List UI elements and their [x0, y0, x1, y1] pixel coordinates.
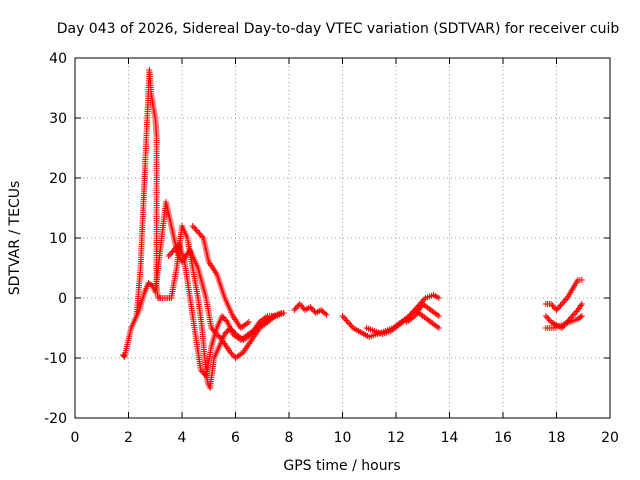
- data-point: [560, 299, 567, 306]
- data-point: [298, 302, 305, 309]
- x-tick-label: 8: [285, 430, 294, 446]
- grid: [75, 58, 610, 418]
- data-point: [291, 307, 298, 313]
- data-point: [558, 301, 565, 307]
- data-point: [542, 313, 549, 319]
- data-point: [347, 322, 354, 328]
- x-tick-label: 14: [441, 430, 459, 446]
- data-point: [561, 298, 568, 304]
- data-point: [435, 325, 442, 331]
- data-point: [322, 310, 329, 317]
- data-point: [169, 248, 176, 255]
- data-point: [292, 305, 299, 312]
- y-tick-label: -10: [44, 351, 67, 367]
- data-point: [195, 229, 202, 235]
- data-point: [544, 314, 551, 321]
- plot-frame: [74, 57, 611, 419]
- data-point: [189, 223, 196, 229]
- data-point: [572, 310, 579, 316]
- data-point: [578, 277, 585, 283]
- data-points: [120, 67, 585, 391]
- data-point: [578, 301, 585, 307]
- y-tick-labels: -20 -10 0 10 20 30 40: [44, 51, 67, 427]
- data-point: [221, 316, 228, 322]
- x-axis-label: GPS time / hours: [283, 458, 400, 474]
- data-point: [192, 226, 199, 232]
- data-point: [343, 317, 350, 324]
- data-point: [557, 302, 564, 309]
- data-point: [197, 232, 204, 238]
- data-point: [196, 230, 203, 237]
- data-point: [168, 250, 175, 256]
- data-point: [553, 307, 560, 313]
- y-tick-label: 20: [49, 171, 67, 187]
- data-point: [346, 320, 353, 327]
- data-point: [435, 313, 442, 319]
- data-point: [294, 304, 301, 310]
- data-point: [577, 314, 584, 320]
- y-tick-label: 0: [58, 291, 67, 307]
- data-point: [166, 251, 173, 258]
- data-point: [323, 311, 330, 318]
- data-point: [556, 304, 563, 310]
- x-tick-label: 0: [71, 430, 80, 446]
- data-point: [570, 311, 577, 318]
- x-tick-label: 20: [601, 430, 619, 446]
- data-point: [340, 314, 347, 321]
- data-point: [308, 305, 315, 312]
- data-point: [550, 304, 557, 310]
- data-point: [339, 313, 346, 319]
- x-tick-label: 12: [387, 430, 405, 446]
- data-point: [120, 352, 127, 359]
- data-point: [165, 253, 172, 259]
- data-point: [435, 295, 442, 301]
- data-point: [569, 313, 576, 319]
- x-tick-label: 10: [334, 430, 352, 446]
- x-tick-label: 2: [124, 430, 133, 446]
- chart-title: Day 043 of 2026, Sidereal Day-to-day VTE…: [57, 21, 620, 37]
- data-point: [578, 313, 585, 319]
- y-axis-label: SDTVAR / TECUs: [7, 181, 23, 296]
- data-point: [245, 319, 252, 325]
- data-point: [554, 305, 561, 312]
- data-point: [277, 310, 284, 316]
- y-tick-label: 30: [49, 111, 67, 127]
- data-point: [549, 302, 556, 309]
- y-tick-label: 40: [49, 51, 67, 67]
- data-point: [344, 319, 351, 325]
- x-tick-label: 16: [494, 430, 512, 446]
- x-tick-label: 6: [231, 430, 240, 446]
- data-point: [193, 227, 200, 234]
- x-tick-label: 18: [548, 430, 566, 446]
- data-point: [545, 316, 552, 322]
- y-tick-label: -20: [44, 411, 67, 427]
- data-point: [342, 316, 349, 322]
- data-point: [191, 224, 198, 231]
- y-tick-label: 10: [49, 231, 67, 247]
- data-point: [296, 301, 303, 307]
- x-tick-label: 4: [178, 430, 187, 446]
- x-tick-labels: 0 2 4 6 8 10 12 14 16 18 20: [71, 430, 619, 446]
